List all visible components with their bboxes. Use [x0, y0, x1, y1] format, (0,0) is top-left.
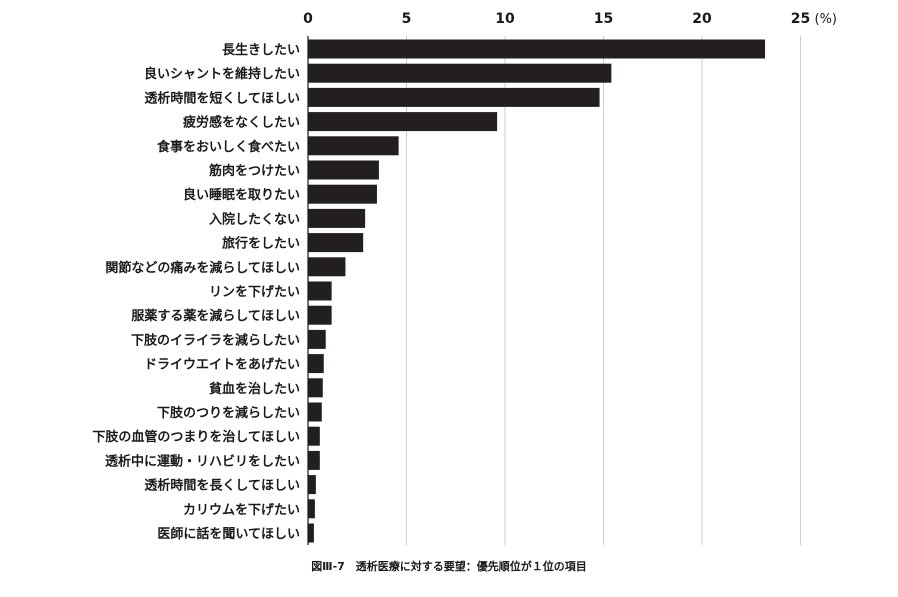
bar: [308, 499, 315, 519]
bar: [308, 87, 600, 107]
bar: [308, 329, 326, 349]
bar: [308, 39, 766, 59]
bar: [308, 257, 346, 277]
x-tick-label: 0: [303, 11, 313, 27]
category-label: 良い睡眠を取りたい: [183, 187, 300, 203]
x-axis-ticks: 0 5 10 15 20 25: [303, 11, 810, 27]
bar: [308, 160, 379, 180]
category-label: 入院したくない: [209, 211, 300, 227]
category-label: リンを下げたい: [209, 284, 300, 300]
bar: [308, 184, 377, 204]
category-label: 服薬する薬を減らしてほしい: [131, 308, 300, 324]
bar: [308, 402, 322, 422]
bar: [308, 233, 364, 253]
gridlines: [406, 36, 801, 545]
category-label: 下肢のつりを減らしたい: [157, 405, 300, 421]
x-tick-label: 20: [692, 11, 712, 27]
bar: [308, 450, 320, 470]
category-label: 下肢のイライラを減らしたい: [131, 332, 300, 348]
category-label: 貧血を治したい: [209, 381, 300, 397]
category-label: カリウムを下げたい: [183, 502, 300, 518]
category-label: 良いシャントを維持したい: [144, 66, 300, 82]
bar: [308, 136, 399, 156]
bar: [308, 208, 366, 228]
category-label: 疲労感をなくしたい: [183, 115, 300, 131]
x-tick-label: 10: [495, 11, 515, 27]
bar: [308, 112, 498, 132]
category-label: 医師に話を聞いてほしい: [157, 526, 300, 542]
bar: [308, 475, 316, 495]
category-label: ドライウエイトをあげたい: [144, 357, 300, 373]
category-label: 透析時間を短くしてほしい: [144, 90, 300, 106]
category-label: 透析中に運動・リハビリをしたい: [105, 453, 300, 469]
bar: [308, 63, 612, 83]
category-label: 下肢の血管のつまりを治してほしい: [92, 429, 300, 445]
x-tick-label: 25: [791, 11, 810, 27]
x-tick-label: 15: [594, 11, 613, 27]
bar: [308, 281, 332, 301]
category-labels: 長生きしたい良いシャントを維持したい透析時間を短くしてほしい疲労感をなくしたい食…: [92, 42, 300, 542]
x-tick-label: 5: [402, 11, 412, 27]
bar: [308, 426, 320, 446]
figure-caption: 図Ⅲ-7 透析医療に対する要望：優先順位が１位の項目: [311, 559, 587, 573]
bar: [308, 354, 324, 374]
category-label: 食事をおいしく食べたい: [157, 139, 300, 155]
category-label: 旅行をしたい: [222, 236, 300, 252]
category-label: 関節などの痛みを減らしてほしい: [105, 260, 300, 276]
x-axis-unit-label: (%): [815, 12, 838, 27]
bar: [308, 378, 323, 398]
bars: [308, 39, 766, 543]
bar: [308, 523, 314, 543]
bar: [308, 305, 332, 325]
category-label: 透析時間を長くしてほしい: [144, 478, 300, 494]
category-label: 筋肉をつけたい: [208, 163, 300, 179]
category-label: 長生きしたい: [222, 42, 300, 58]
